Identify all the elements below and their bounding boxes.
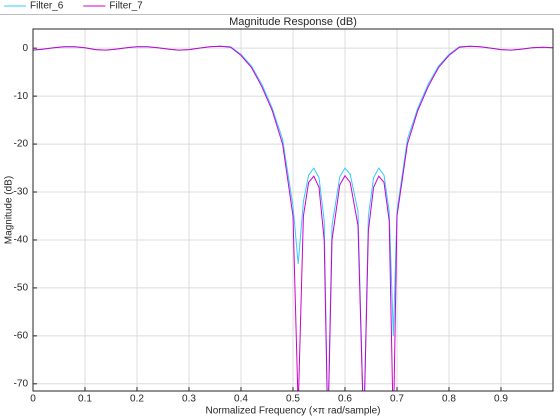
x-tick-label: 0.6 xyxy=(338,394,352,405)
y-tick-label: -40 xyxy=(14,235,29,246)
y-tick-label: -10 xyxy=(14,91,29,102)
y-tick-label: 0 xyxy=(22,43,28,54)
x-tick-label: 0.9 xyxy=(494,394,508,405)
chart-title: Magnitude Response (dB) xyxy=(229,16,357,28)
x-tick-label: 0.5 xyxy=(286,394,300,405)
x-tick-label: 0.8 xyxy=(442,394,456,405)
x-tick-label: 0.4 xyxy=(234,394,248,405)
y-tick-label: -30 xyxy=(14,187,29,198)
x-tick-label: 0.1 xyxy=(78,394,92,405)
y-tick-label: -60 xyxy=(14,331,29,342)
legend-label: Filter_7 xyxy=(109,1,143,12)
x-tick-label: 0.3 xyxy=(182,394,196,405)
grid xyxy=(32,29,553,391)
x-tick-label: 0.7 xyxy=(390,394,404,405)
y-axis-label: Magnitude (dB) xyxy=(4,176,15,244)
x-tick-label: 0 xyxy=(30,394,36,405)
x-tick-label: 0.2 xyxy=(130,394,144,405)
y-tick-label: -70 xyxy=(14,378,29,389)
legend: Filter_6 Filter_7 xyxy=(4,1,143,12)
legend-label: Filter_6 xyxy=(30,1,64,12)
lines xyxy=(33,45,553,391)
y-tick-label: -20 xyxy=(14,139,29,150)
y-tick-label: -50 xyxy=(14,283,29,294)
series-line xyxy=(33,45,553,391)
x-axis-label: Normalized Frequency (×π rad/sample) xyxy=(205,406,380,417)
